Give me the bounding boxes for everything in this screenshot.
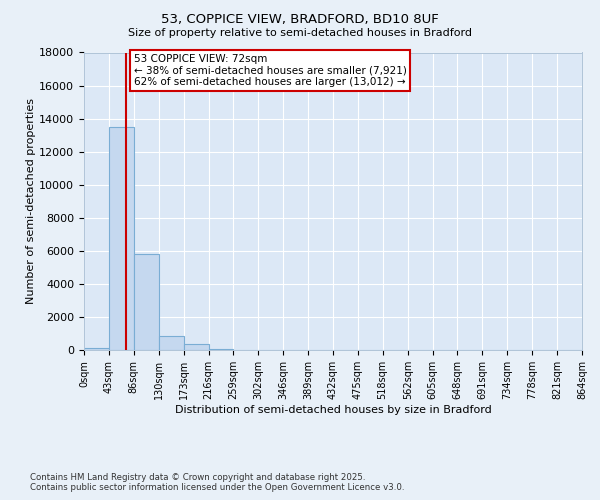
Bar — [84, 348, 109, 350]
Bar — [184, 344, 209, 350]
X-axis label: Distribution of semi-detached houses by size in Bradford: Distribution of semi-detached houses by … — [175, 404, 491, 414]
Text: Size of property relative to semi-detached houses in Bradford: Size of property relative to semi-detach… — [128, 28, 472, 38]
Text: 53, COPPICE VIEW, BRADFORD, BD10 8UF: 53, COPPICE VIEW, BRADFORD, BD10 8UF — [161, 12, 439, 26]
Y-axis label: Number of semi-detached properties: Number of semi-detached properties — [26, 98, 37, 304]
Bar — [134, 254, 159, 350]
Bar — [159, 336, 184, 350]
Bar — [209, 348, 233, 350]
Text: 53 COPPICE VIEW: 72sqm
← 38% of semi-detached houses are smaller (7,921)
62% of : 53 COPPICE VIEW: 72sqm ← 38% of semi-det… — [134, 54, 406, 87]
Text: Contains HM Land Registry data © Crown copyright and database right 2025.
Contai: Contains HM Land Registry data © Crown c… — [30, 473, 404, 492]
Bar — [109, 127, 134, 350]
